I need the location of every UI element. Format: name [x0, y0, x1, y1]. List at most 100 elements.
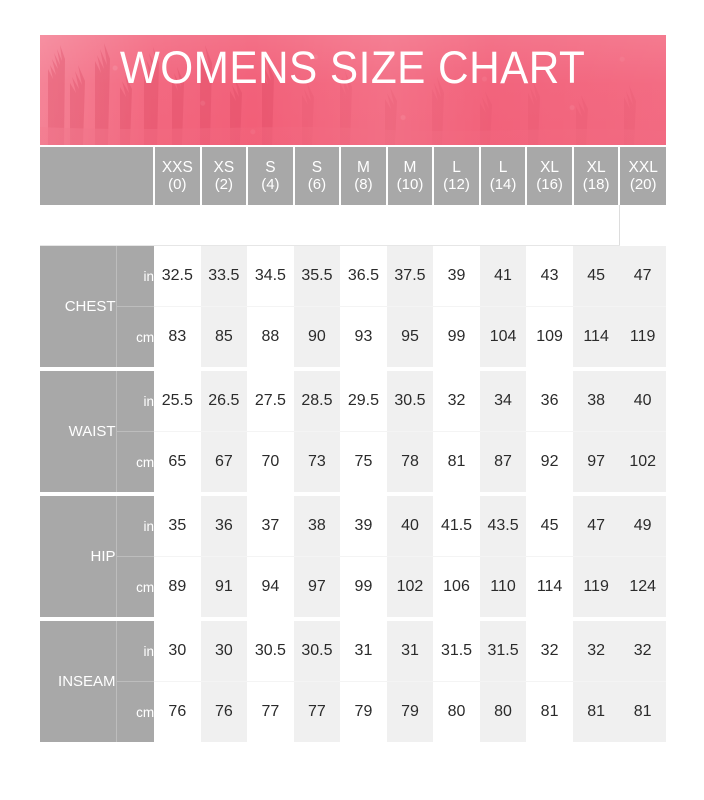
group-gap-cell	[40, 617, 666, 621]
cell-inseam-cm-7: 80	[479, 681, 527, 742]
cell-chest-cm-0: 83	[154, 306, 201, 367]
unit-label-in: in	[116, 371, 155, 432]
unit-label-cm: cm	[116, 431, 155, 492]
group-gap-cell	[40, 492, 666, 496]
cell-inseam-cm-2: 77	[247, 681, 294, 742]
cell-waist-in-7: 34	[479, 371, 527, 432]
cell-chest-cm-1: 85	[200, 306, 248, 367]
size-number: (16)	[536, 176, 563, 193]
size-number: (2)	[214, 176, 234, 193]
cell-inseam-in-2: 30.5	[247, 621, 294, 682]
cell-waist-in-2: 27.5	[247, 371, 294, 432]
size-label: M	[403, 159, 417, 176]
cell-waist-cm-6: 81	[433, 431, 480, 492]
cell-chest-cm-6: 99	[433, 306, 480, 367]
cell-inseam-in-3: 30.5	[293, 621, 341, 682]
unit-label-cm: cm	[116, 306, 155, 367]
unit-label-in: in	[116, 496, 155, 557]
header-corner-cell	[40, 147, 156, 205]
banner-texture-overlay	[40, 35, 666, 145]
cell-chest-in-5: 37.5	[386, 245, 434, 307]
cell-hip-cm-10: 124	[619, 556, 666, 617]
cell-inseam-cm-10: 81	[619, 681, 666, 742]
cell-inseam-in-10: 32	[619, 621, 666, 682]
cell-chest-cm-8: 109	[526, 306, 573, 367]
column-header-s4: S (4)	[247, 147, 295, 205]
cell-inseam-in-1: 30	[200, 621, 248, 682]
cell-waist-in-0: 25.5	[154, 371, 201, 432]
size-number: (8)	[354, 176, 373, 193]
cell-inseam-in-8: 32	[526, 621, 573, 682]
size-number: (10)	[396, 176, 424, 193]
cell-waist-in-9: 38	[572, 371, 620, 432]
cell-inseam-in-7: 31.5	[479, 621, 527, 682]
cell-hip-in-4: 39	[340, 496, 387, 557]
column-header-xxs: XXS (0)	[154, 147, 202, 205]
cell-chest-in-7: 41	[479, 245, 527, 307]
column-header-xs: XS (2)	[200, 147, 249, 205]
cell-waist-cm-10: 102	[619, 431, 666, 492]
cell-waist-in-6: 32	[433, 371, 480, 432]
cell-chest-cm-2: 88	[247, 306, 294, 367]
size-label: S	[311, 159, 323, 176]
size-number: (6)	[307, 176, 327, 193]
cell-hip-cm-5: 102	[386, 556, 434, 617]
cell-hip-cm-6: 106	[433, 556, 480, 617]
cell-waist-cm-7: 87	[479, 431, 527, 492]
cell-waist-in-4: 29.5	[340, 371, 387, 432]
size-number: (4)	[261, 176, 280, 193]
group-gap-cell	[40, 367, 666, 371]
cell-waist-in-5: 30.5	[386, 371, 434, 432]
pine-forest-icon	[40, 43, 666, 145]
size-chart-table: XXS (0) XS (2) S (4) S (6) M (8)	[40, 147, 666, 742]
cell-hip-in-2: 37	[247, 496, 294, 557]
column-header-s6: S (6)	[293, 147, 342, 205]
size-number: (0)	[168, 176, 187, 193]
page-title: WOMENS SIZE CHART	[40, 45, 666, 113]
cell-waist-cm-0: 65	[154, 431, 201, 492]
size-number: (12)	[443, 176, 470, 193]
cell-hip-cm-7: 110	[479, 556, 527, 617]
table-row: CHEST in 32.5 33.5 34.5 35.5 36.5 37.5 3…	[40, 245, 666, 367]
cell-chest-in-3: 35.5	[293, 245, 341, 307]
cell-hip-in-10: 49	[619, 496, 666, 557]
cell-waist-cm-3: 73	[293, 431, 341, 492]
cell-hip-cm-4: 99	[340, 556, 387, 617]
table-row: HIP in 35 36 37 38 39 40 41.5 43.5 45 47…	[40, 496, 666, 617]
cell-waist-cm-4: 75	[340, 431, 387, 492]
cell-hip-in-5: 40	[386, 496, 434, 557]
table-row: cm 76 76 77 77 79 79 80 80 81 81 81	[40, 681, 666, 742]
unit-label-cm: cm	[116, 556, 155, 617]
banner-background-image	[40, 35, 666, 145]
cell-chest-in-2: 34.5	[247, 245, 294, 307]
cell-waist-cm-2: 70	[247, 431, 294, 492]
cell-inseam-in-5: 31	[386, 621, 434, 682]
cell-chest-in-10: 47	[619, 245, 666, 307]
column-header-xl18: XL (18)	[572, 147, 621, 205]
cell-hip-cm-2: 94	[247, 556, 294, 617]
spacer-cell-left	[40, 205, 155, 246]
size-label: S	[265, 159, 276, 176]
measurement-label-hip: HIP	[40, 496, 117, 617]
size-label: L	[452, 159, 461, 176]
cell-hip-in-0: 35	[154, 496, 201, 557]
column-header-m8: M (8)	[340, 147, 388, 205]
cell-chest-in-1: 33.5	[200, 245, 248, 307]
cell-inseam-cm-5: 79	[386, 681, 434, 742]
group-gap-row	[40, 492, 666, 496]
cell-hip-cm-0: 89	[154, 556, 201, 617]
cell-chest-cm-5: 95	[386, 306, 434, 367]
table-row: cm 83 85 88 90 93 95 99 104 109 114 119	[40, 306, 666, 367]
cell-hip-cm-3: 97	[293, 556, 341, 617]
cell-hip-cm-1: 91	[200, 556, 248, 617]
cell-inseam-in-0: 30	[154, 621, 201, 682]
table-row: cm 89 91 94 97 99 102 106 110 114 119 12…	[40, 556, 666, 617]
spacer-cell-last	[618, 205, 666, 246]
unit-label-in: in	[116, 621, 155, 682]
measurement-label-chest: CHEST	[40, 245, 117, 367]
size-label: XL	[586, 159, 606, 176]
size-label: XL	[540, 159, 560, 176]
cell-inseam-cm-9: 81	[572, 681, 620, 742]
spacer-cell-middle	[154, 205, 620, 246]
cell-hip-cm-8: 114	[526, 556, 573, 617]
